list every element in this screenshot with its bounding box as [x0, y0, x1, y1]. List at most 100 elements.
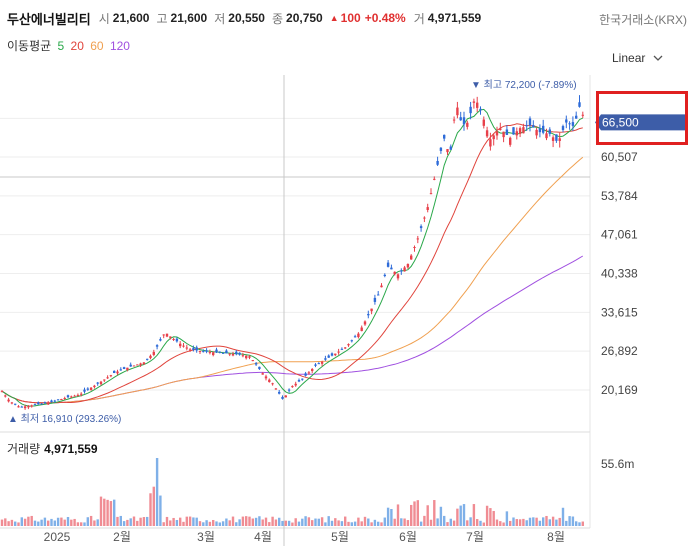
volume-bar	[304, 516, 307, 526]
candle-body	[324, 358, 327, 360]
volume-bar	[301, 518, 304, 526]
volume-bar	[327, 516, 330, 526]
candle-body	[103, 379, 106, 381]
candle-body	[261, 373, 264, 375]
candle-body	[47, 402, 50, 405]
scale-mode-dropdown[interactable]: Linear	[612, 51, 663, 65]
candle-body	[212, 352, 215, 356]
volume-bar	[251, 518, 254, 526]
candle-body	[400, 270, 403, 272]
candle-body	[383, 274, 386, 277]
volume-bar	[278, 517, 281, 526]
candle-body	[40, 403, 43, 405]
volume-bar	[505, 511, 509, 526]
candle-body	[522, 127, 525, 134]
candle-body	[60, 399, 63, 401]
candle-body	[357, 333, 360, 338]
candle-body	[268, 379, 271, 383]
volume-bar	[479, 520, 482, 526]
candle-body	[238, 352, 241, 355]
x-tick-label: 4월	[254, 530, 272, 544]
candle-body	[149, 355, 152, 359]
candle-body	[43, 402, 47, 404]
highlight-box	[596, 91, 688, 145]
candle-body	[334, 353, 337, 356]
volume-bar	[70, 519, 73, 526]
y-tick-label: 53,784	[601, 189, 638, 203]
candle-body	[27, 405, 30, 408]
candle-body	[235, 351, 238, 355]
candle-body	[423, 217, 426, 219]
x-tick-label: 6월	[399, 530, 417, 544]
volume-bar	[413, 501, 416, 526]
volume-bar	[443, 515, 446, 526]
volume-bar	[373, 519, 377, 526]
volume-bar	[393, 518, 396, 526]
volume-bar	[172, 517, 175, 526]
ma-60[interactable]: 60	[90, 39, 104, 53]
volume-bar	[43, 517, 47, 526]
volume-bar	[93, 520, 96, 526]
ma-legend[interactable]: 이동평균 5 20 60 120	[7, 37, 133, 54]
volume-bar	[261, 519, 264, 526]
candle-body	[551, 137, 555, 141]
volume-bar	[83, 522, 86, 526]
ma-120[interactable]: 120	[109, 39, 130, 53]
candle-body	[542, 125, 545, 133]
volume-bar	[446, 522, 449, 526]
volume-bar	[245, 516, 248, 526]
candle-body	[304, 373, 307, 376]
candle-body	[33, 404, 37, 406]
candle-body	[198, 350, 202, 352]
volume-bar	[192, 517, 195, 526]
candle-body	[370, 308, 373, 312]
candle-body	[182, 345, 185, 347]
candle-body	[575, 115, 578, 119]
volume-bar	[578, 522, 581, 526]
ma-5[interactable]: 5	[57, 39, 65, 53]
candle-body	[330, 353, 334, 356]
candle-body	[525, 125, 528, 127]
candle-body	[558, 138, 561, 142]
volume-bar	[142, 517, 146, 526]
ma-legend-label: 이동평균	[7, 39, 52, 53]
candle-body	[320, 361, 324, 364]
volume-bar	[528, 517, 532, 526]
candle-body	[70, 396, 73, 398]
candle-body	[518, 128, 522, 134]
candle-body	[17, 406, 20, 408]
candle-body	[258, 366, 261, 369]
volume-bar	[27, 516, 30, 526]
volume-bar	[581, 521, 584, 526]
volume-bar	[162, 522, 165, 526]
candle-body	[489, 139, 492, 147]
candle-body	[311, 369, 314, 372]
volume-bar	[159, 495, 162, 526]
candle-body	[367, 313, 370, 316]
volume-bar	[307, 517, 311, 526]
x-tick-label: 5월	[331, 530, 349, 544]
stock-header: 두산에너빌리티 시 21,600 고 21,600 저 20,550 종 20,…	[7, 9, 488, 27]
volume-bar	[383, 517, 386, 526]
volume-bar	[60, 517, 63, 526]
candle-body	[129, 364, 132, 367]
volume-bar	[103, 498, 106, 526]
volume-bar	[89, 515, 93, 526]
volume-bar	[14, 521, 17, 526]
volume-bar	[221, 521, 225, 526]
ma-120-line	[1, 255, 584, 404]
ma-20[interactable]: 20	[70, 39, 84, 53]
low-label: 저	[214, 11, 226, 26]
candle-body	[37, 402, 40, 405]
candle-body	[317, 363, 320, 365]
y-tick-label: 20,169	[601, 383, 638, 397]
candle-body	[192, 348, 195, 350]
volume-bar	[489, 508, 492, 526]
candle-body	[344, 347, 347, 349]
volume-bar	[311, 520, 314, 526]
volume-bar	[571, 516, 575, 526]
volume-bar	[403, 518, 406, 526]
close-value: 20,750	[286, 11, 323, 25]
min-price-annotation: ▲ 최저 16,910 (293.26%)	[8, 413, 121, 425]
